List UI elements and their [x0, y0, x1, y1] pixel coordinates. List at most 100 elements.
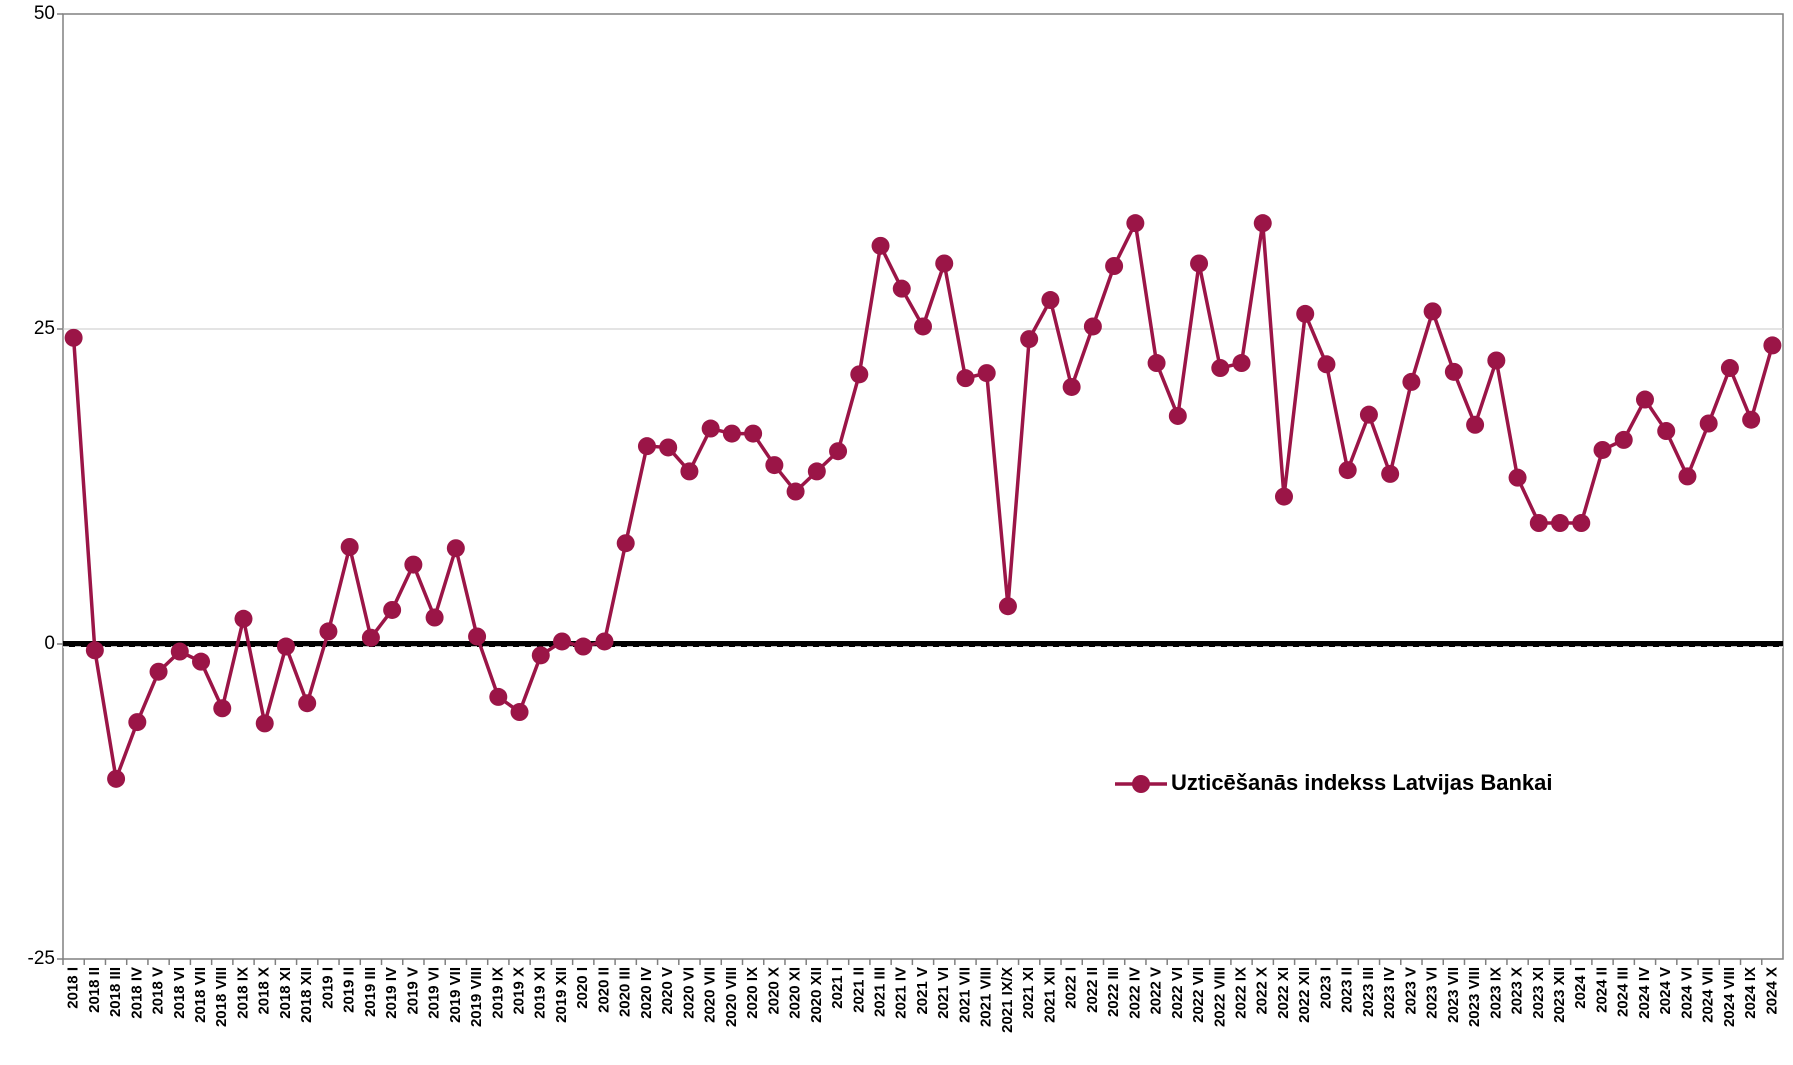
x-tick-label: 2023 VI: [1424, 967, 1441, 1019]
x-tick-label: 2018 VII: [192, 967, 209, 1023]
y-tick-label: 50: [34, 3, 55, 24]
x-tick-label: 2024 II: [1593, 967, 1610, 1013]
data-point: [1529, 514, 1548, 533]
x-tick-label: 2024 III: [1615, 967, 1632, 1017]
x-tick-label: 2018 IV: [128, 967, 145, 1019]
x-tick-label: 2021 III: [871, 967, 888, 1017]
data-point: [935, 254, 954, 273]
data-point: [1359, 405, 1378, 424]
x-tick-label: 2020 IX: [744, 967, 761, 1019]
data-point: [1763, 336, 1782, 355]
data-point: [276, 637, 295, 656]
x-tick-label: 2020 V: [659, 967, 676, 1015]
data-point: [553, 632, 572, 651]
data-point: [977, 364, 996, 383]
x-tick-label: 2020 X: [765, 967, 782, 1015]
x-tick-label: 2019 VI: [426, 967, 443, 1019]
data-point: [1444, 362, 1463, 381]
data-point: [234, 609, 253, 628]
x-tick-label: 2021 I: [829, 967, 846, 1009]
data-point: [1126, 214, 1145, 233]
x-tick-label: 2020 II: [595, 967, 612, 1013]
data-point: [595, 632, 614, 651]
data-point: [170, 642, 189, 661]
x-tick-label: 2019 X: [511, 967, 528, 1015]
x-tick-label: 2018 VI: [171, 967, 188, 1019]
x-tick-label: 2021 IX/X: [999, 967, 1016, 1033]
data-point: [531, 646, 550, 665]
x-tick-label: 2019 XI: [532, 967, 549, 1019]
data-point: [701, 419, 720, 438]
y-tick-label: 0: [44, 633, 55, 654]
data-point: [1402, 372, 1421, 391]
x-tick-label: 2019 V: [404, 967, 421, 1015]
x-tick-label: 2019 IX: [489, 967, 506, 1019]
x-tick-label: 2023 XI: [1530, 967, 1547, 1019]
data-point: [361, 628, 380, 647]
data-point: [1232, 354, 1251, 373]
data-point: [786, 482, 805, 501]
data-point: [1190, 254, 1209, 273]
x-tick-label: 2022 XII: [1296, 967, 1313, 1023]
y-tick-label: 25: [34, 318, 55, 339]
x-tick-label: 2018 VIII: [213, 967, 230, 1027]
y-tick-label: -25: [28, 948, 55, 969]
x-tick-label: 2022 VIII: [1211, 967, 1228, 1027]
x-tick-label: 2023 IV: [1381, 967, 1398, 1019]
x-tick-label: 2021 V: [914, 967, 931, 1015]
data-point: [722, 424, 741, 443]
data-point: [1593, 440, 1612, 459]
data-point: [425, 608, 444, 627]
data-point: [1317, 355, 1336, 374]
x-tick-label: 2022 IV: [1126, 967, 1143, 1019]
data-point: [1657, 422, 1676, 441]
data-point: [1423, 302, 1442, 321]
data-point: [680, 462, 699, 481]
data-point: [319, 622, 338, 641]
data-point: [1083, 317, 1102, 336]
x-tick-label: 2023 VII: [1445, 967, 1462, 1023]
x-tick-label: 2023 IX: [1487, 967, 1504, 1019]
data-point: [1296, 304, 1315, 323]
data-point: [468, 627, 487, 646]
data-point: [829, 442, 848, 461]
data-point: [128, 713, 147, 732]
x-tick-label: 2020 I: [574, 967, 591, 1009]
data-point: [1041, 291, 1060, 310]
x-tick-label: 2023 X: [1509, 967, 1526, 1015]
x-tick-label: 2024 IX: [1742, 967, 1759, 1019]
x-tick-label: 2024 VIII: [1721, 967, 1738, 1027]
x-tick-label: 2021 IV: [893, 967, 910, 1019]
x-tick-label: 2018 I: [65, 967, 82, 1009]
data-point: [510, 703, 529, 722]
x-tick-label: 2020 XII: [808, 967, 825, 1023]
data-point: [616, 534, 635, 553]
x-tick-label: 2020 VIII: [723, 967, 740, 1027]
data-point: [1168, 406, 1187, 425]
data-point: [1274, 487, 1293, 506]
x-tick-label: 2022 VI: [1169, 967, 1186, 1019]
data-point: [744, 424, 763, 443]
data-point: [64, 328, 83, 347]
x-tick-label: 2019 XII: [553, 967, 570, 1023]
x-tick-label: 2020 XI: [787, 967, 804, 1019]
x-tick-label: 2024 VII: [1700, 967, 1717, 1023]
x-tick-label: 2019 II: [341, 967, 358, 1013]
data-point: [637, 437, 656, 456]
data-point: [1551, 514, 1570, 533]
x-tick-label: 2021 VI: [935, 967, 952, 1019]
data-point: [298, 694, 317, 713]
data-point: [850, 365, 869, 384]
data-point: [659, 438, 678, 457]
data-point: [340, 537, 359, 556]
x-tick-label: 2020 IV: [638, 967, 655, 1019]
data-point: [149, 662, 168, 681]
data-point: [1742, 410, 1761, 429]
x-tick-label: 2022 VII: [1190, 967, 1207, 1023]
x-tick-label: 2021 XII: [1041, 967, 1058, 1023]
x-tick-label: 2021 II: [850, 967, 867, 1013]
x-tick-label: 2020 III: [617, 967, 634, 1017]
data-point: [1253, 214, 1272, 233]
data-point: [574, 637, 593, 656]
